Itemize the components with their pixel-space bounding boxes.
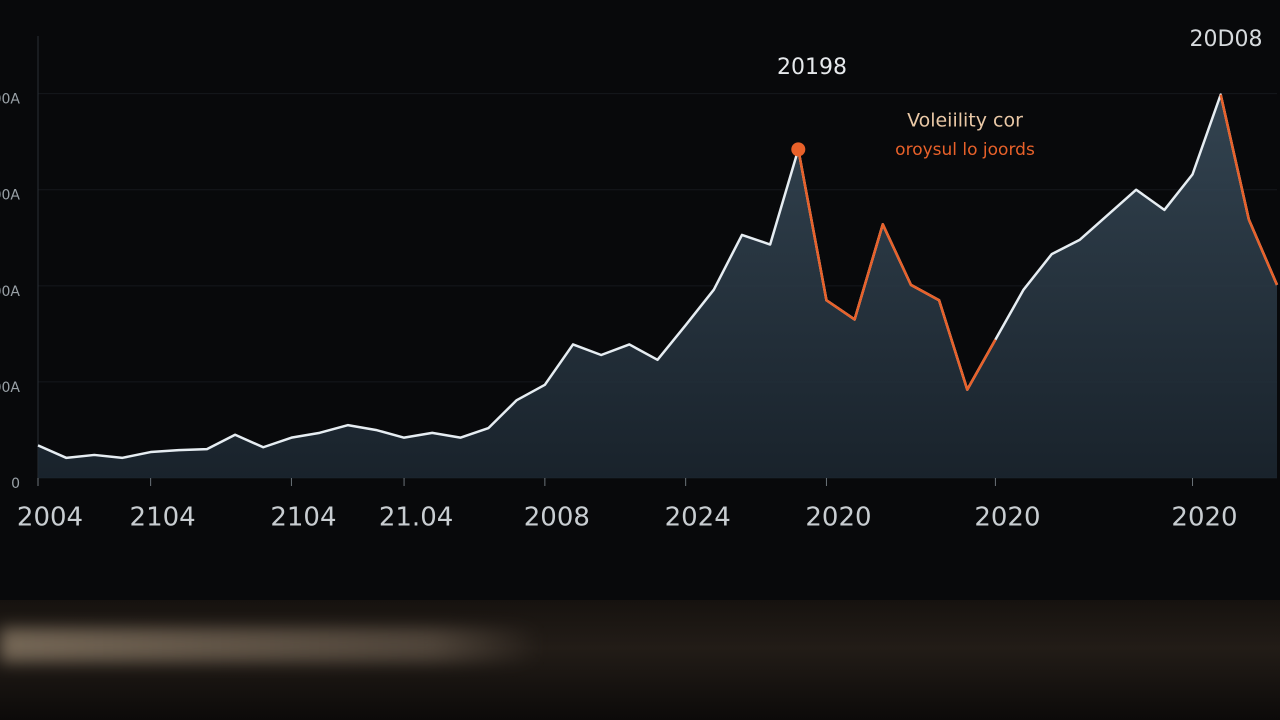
x-tick-label: 2020 (805, 503, 871, 533)
annotation: 20D08 (1190, 27, 1263, 52)
x-tick-label: 2008 (524, 503, 590, 533)
y-tick-label: 00A (0, 188, 20, 204)
annotation: Voleiility cor (907, 110, 1023, 132)
annotation: oroysul lo joords (895, 140, 1035, 160)
y-tick-label: 00A (0, 380, 20, 396)
x-tick-label: 2020 (1171, 503, 1237, 533)
y-tick-label: 00A (0, 284, 20, 300)
x-tick-label: 2104 (270, 503, 336, 533)
line (797, 149, 997, 391)
x-tick-label: 2004 (17, 503, 83, 533)
light-reflection (0, 628, 540, 662)
line (37, 93, 1279, 460)
y-tick-label: 00A (0, 92, 20, 108)
line (1219, 94, 1279, 286)
x-tick-label: 21.04 (379, 503, 453, 533)
area (38, 94, 1277, 479)
chart: 0 00A 00A 00A 00A 2004 2104 2104 21.04 2008 2024 20… (0, 27, 1279, 533)
x-tick-label: 2104 (130, 503, 196, 533)
x-tick-label: 2020 (974, 503, 1040, 533)
y-tick-label: 0 (11, 476, 20, 492)
annotation: 20198 (777, 55, 847, 80)
peak-marker (791, 142, 806, 157)
x-tick-label: 2024 (665, 503, 731, 533)
